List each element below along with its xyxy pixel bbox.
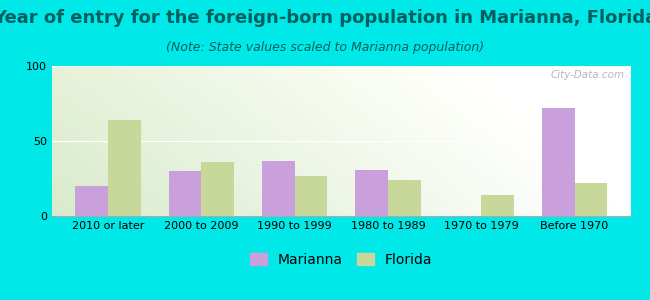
Bar: [542, 108, 575, 216]
Bar: [481, 195, 514, 216]
Bar: [108, 120, 140, 216]
Bar: [168, 171, 202, 216]
Bar: [388, 180, 421, 216]
Legend: Marianna, Florida: Marianna, Florida: [244, 247, 438, 272]
Bar: [262, 160, 294, 216]
Text: Year of entry for the foreign-born population in Marianna, Florida: Year of entry for the foreign-born popul…: [0, 9, 650, 27]
Bar: [575, 183, 607, 216]
Bar: [202, 162, 234, 216]
Text: City-Data.com: City-Data.com: [551, 70, 625, 80]
Bar: [356, 169, 388, 216]
Bar: [294, 176, 327, 216]
Bar: [75, 186, 108, 216]
Text: (Note: State values scaled to Marianna population): (Note: State values scaled to Marianna p…: [166, 40, 484, 53]
